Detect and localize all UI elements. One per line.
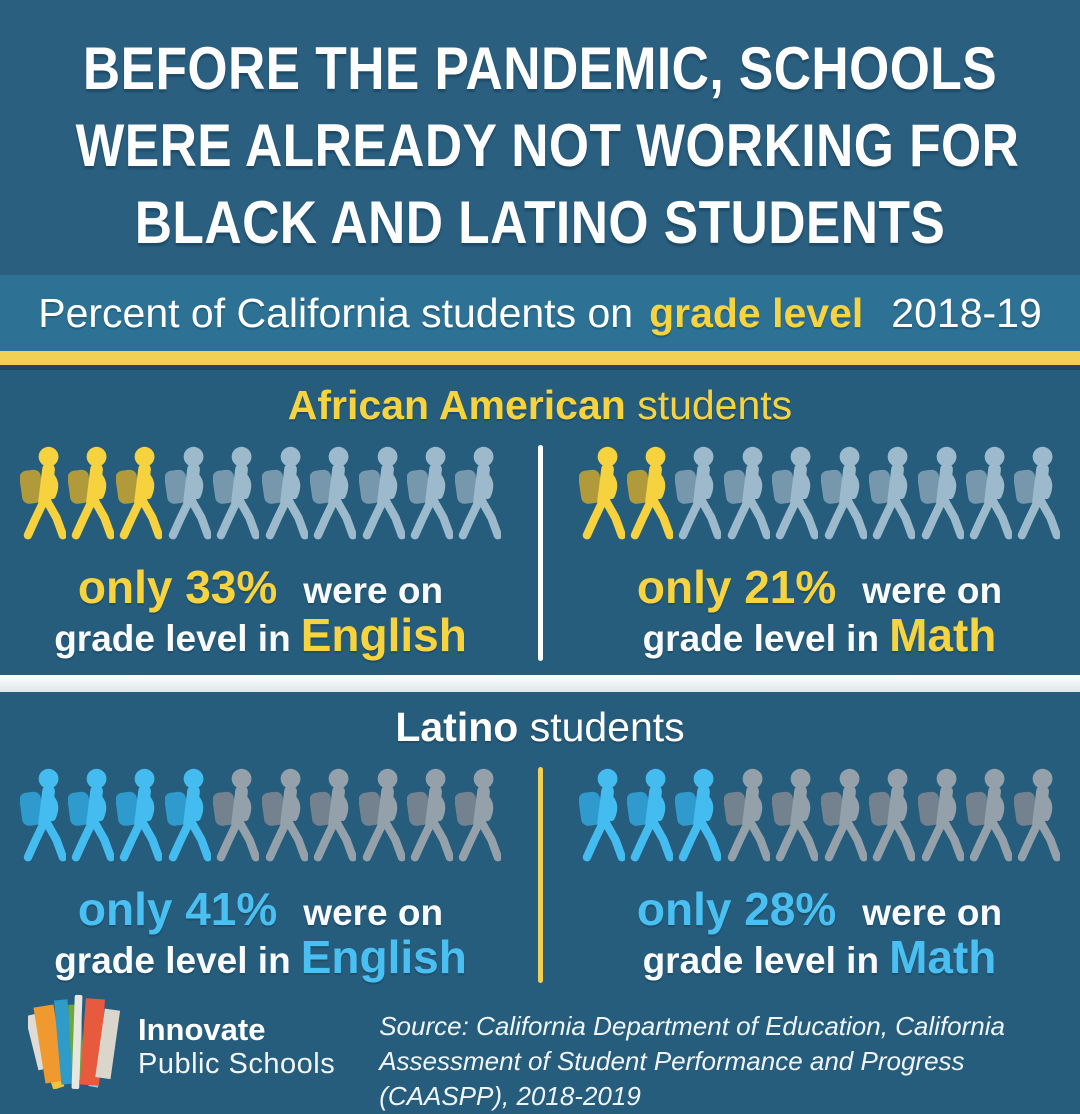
- student-icon: [19, 446, 66, 540]
- vertical-divider: [537, 445, 543, 661]
- student-icon: [869, 446, 916, 540]
- stat-line2: grade level in: [642, 618, 880, 659]
- page-title-line-2: WERE ALREADY NOT WORKING FOR: [75, 112, 1020, 179]
- student-icon: [455, 768, 502, 862]
- stat-subject: Math: [889, 609, 997, 661]
- student-icon: [820, 768, 867, 862]
- brand-line-2: Public Schools: [138, 1047, 336, 1080]
- vertical-divider: [537, 767, 543, 983]
- student-icon: [578, 446, 625, 540]
- student-icon: [213, 768, 260, 862]
- student-icon: [772, 768, 819, 862]
- section-latino: Latino students: [0, 692, 1080, 983]
- section-african-american: African American students: [0, 370, 1080, 661]
- pictogram-row: [19, 763, 502, 871]
- subtitle-prefix: Percent of California students on: [38, 289, 634, 336]
- student-icon: [261, 768, 308, 862]
- student-icon: [772, 446, 819, 540]
- student-icon: [310, 768, 357, 862]
- student-icon: [1014, 768, 1061, 862]
- subtitle-year: 2018-19: [891, 289, 1042, 336]
- stat-value: only 41%: [77, 883, 278, 935]
- student-icon: [626, 768, 673, 862]
- page-title-line-3: BLACK AND LATINO STUDENTS: [134, 189, 946, 256]
- stat-tail: were on: [862, 892, 1003, 933]
- student-icon: [455, 446, 502, 540]
- student-icon: [19, 768, 66, 862]
- stat-value: only 33%: [77, 561, 278, 613]
- student-icon: [917, 768, 964, 862]
- pictogram-row: [578, 763, 1061, 871]
- student-icon: [675, 446, 722, 540]
- student-icon: [675, 768, 722, 862]
- stat-line2: grade level in: [54, 940, 291, 981]
- section-title-bold: African American: [287, 382, 626, 428]
- student-icon: [164, 768, 211, 862]
- stat-tail: were on: [303, 570, 444, 611]
- student-icon: [67, 446, 114, 540]
- student-icon: [116, 446, 163, 540]
- student-icon: [164, 446, 211, 540]
- student-icon: [578, 768, 625, 862]
- student-icon: [116, 768, 163, 862]
- stat-value: only 21%: [636, 561, 837, 613]
- page-title-line-1: BEFORE THE PANDEMIC, SCHOOLS: [82, 35, 998, 102]
- student-icon: [966, 768, 1012, 862]
- student-icon: [310, 446, 357, 540]
- section-title: Latino students: [0, 704, 1080, 751]
- section-title-rest: students: [625, 382, 793, 428]
- student-icon: [820, 446, 867, 540]
- stat-line2: grade level in: [54, 618, 291, 659]
- student-icon: [213, 446, 260, 540]
- stat-subject: English: [300, 931, 467, 983]
- subtitle-highlight: grade level: [649, 289, 864, 336]
- innovate-public-schools-logo-icon: [28, 994, 121, 1089]
- stat-cell-english: only 33% were on grade level in English: [19, 441, 502, 661]
- stat-value: only 28%: [636, 883, 837, 935]
- student-icon: [626, 446, 673, 540]
- student-icon: [358, 768, 405, 862]
- stat-subject: English: [300, 609, 467, 661]
- brand-line-1: Innovate: [138, 1012, 266, 1047]
- stat-tail: were on: [862, 570, 1003, 611]
- source-citation: Source: California Department of Educati…: [379, 1009, 1080, 1114]
- stat-cell-math: only 28% were on grade level in Math: [578, 763, 1061, 983]
- stat-subject: Math: [889, 931, 997, 983]
- pictogram-row: [578, 441, 1061, 549]
- student-icon: [723, 446, 770, 540]
- student-icon: [407, 446, 453, 540]
- section-title-rest: students: [518, 704, 685, 750]
- yellow-divider-bar: [0, 351, 1080, 370]
- student-icon: [67, 768, 114, 862]
- student-icon: [358, 446, 405, 540]
- section-title: African American students: [0, 382, 1080, 429]
- pictogram-row: [19, 441, 502, 549]
- stat-tail: were on: [303, 892, 444, 933]
- source-line-1: Source: California Department of Educati…: [379, 1011, 1005, 1077]
- subtitle-bar: Percent of California students on grade …: [0, 275, 1080, 351]
- student-icon: [917, 446, 964, 540]
- stat-line2: grade level in: [642, 940, 880, 981]
- student-icon: [966, 446, 1012, 540]
- section-title-bold: Latino: [395, 704, 519, 750]
- section-divider: [0, 675, 1080, 692]
- header-banner: BEFORE THE PANDEMIC, SCHOOLS WERE ALREAD…: [0, 0, 1080, 275]
- student-icon: [1014, 446, 1061, 540]
- footer: Innovate Public Schools Source: Californ…: [0, 983, 1080, 1114]
- student-icon: [723, 768, 770, 862]
- student-icon: [869, 768, 916, 862]
- stat-cell-math: only 21% were on grade level in Math: [578, 441, 1061, 661]
- student-icon: [407, 768, 453, 862]
- brand-name: Innovate Public Schools: [138, 1012, 336, 1080]
- student-icon: [261, 446, 308, 540]
- stat-cell-english: only 41% were on grade level in English: [19, 763, 502, 983]
